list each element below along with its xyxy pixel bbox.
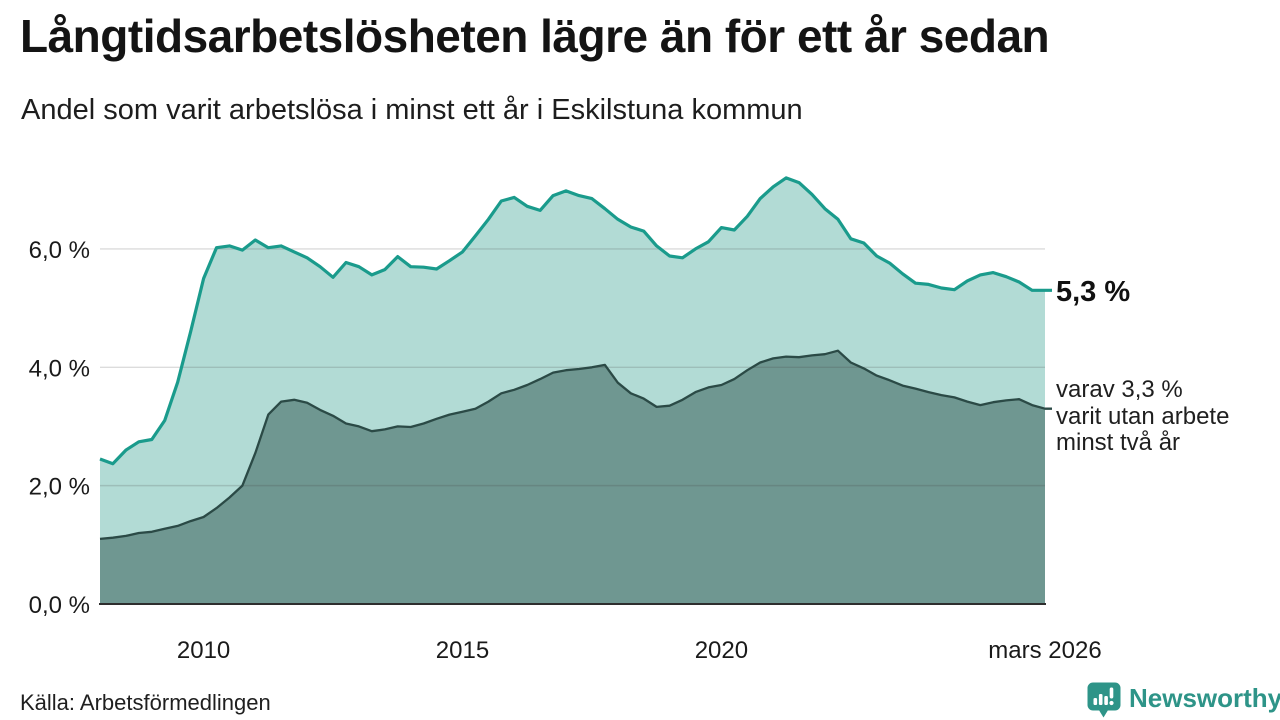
chart-subtitle: Andel som varit arbetslösa i minst ett å… — [21, 94, 803, 126]
brand-name: Newsworthy — [1129, 682, 1280, 713]
end-value-label-detail: varav 3,3 % varit utan arbete minst två … — [1056, 376, 1230, 457]
y-tick-label-2: 2,0 % — [29, 474, 90, 501]
y-axis-tick-labels: 0,0 % 2,0 % 4,0 % 6,0 % — [29, 237, 90, 619]
end-value-label-total: 5,3 % — [1056, 276, 1131, 308]
chart-area-fills — [100, 177, 1045, 604]
newsworthy-pin-bar-chart-icon — [1087, 682, 1121, 718]
pin-shape — [1087, 682, 1121, 718]
chart-series-lines — [99, 176, 1052, 541]
bar-3 — [1104, 696, 1108, 705]
y-tick-label-0: 0,0 % — [29, 592, 90, 619]
chart-gridlines — [100, 248, 1045, 487]
detail-line-3: minst två år — [1056, 429, 1181, 456]
x-tick-label-mars-2026: mars 2026 — [988, 637, 1101, 664]
detail-line-2: varit utan arbete — [1056, 402, 1230, 430]
x-tick-label-2015: 2015 — [436, 637, 489, 664]
bar-1 — [1093, 698, 1098, 705]
detail-line-1: varav 3,3 % — [1056, 376, 1183, 403]
series-area-1 — [100, 350, 1045, 604]
exclamation-dot — [1109, 700, 1114, 706]
exclamation-bar — [1109, 687, 1114, 699]
bar-2 — [1098, 694, 1103, 705]
series-line-1 — [99, 349, 1052, 541]
x-tick-label-2020: 2020 — [695, 637, 748, 664]
series-line-0 — [99, 176, 1052, 466]
source-attribution: Källa: Arbetsförmedlingen — [20, 690, 271, 715]
newsworthy-logo: Newsworthy — [1086, 681, 1280, 719]
y-tick-label-6: 6,0 % — [29, 237, 90, 264]
page-title: Långtidsarbetslösheten lägre än för ett … — [20, 10, 1050, 62]
x-axis-tick-labels: 2010 2015 2020 mars 2026 — [177, 637, 1102, 664]
x-tick-label-2010: 2010 — [177, 637, 230, 664]
y-tick-label-4: 4,0 % — [29, 355, 90, 382]
